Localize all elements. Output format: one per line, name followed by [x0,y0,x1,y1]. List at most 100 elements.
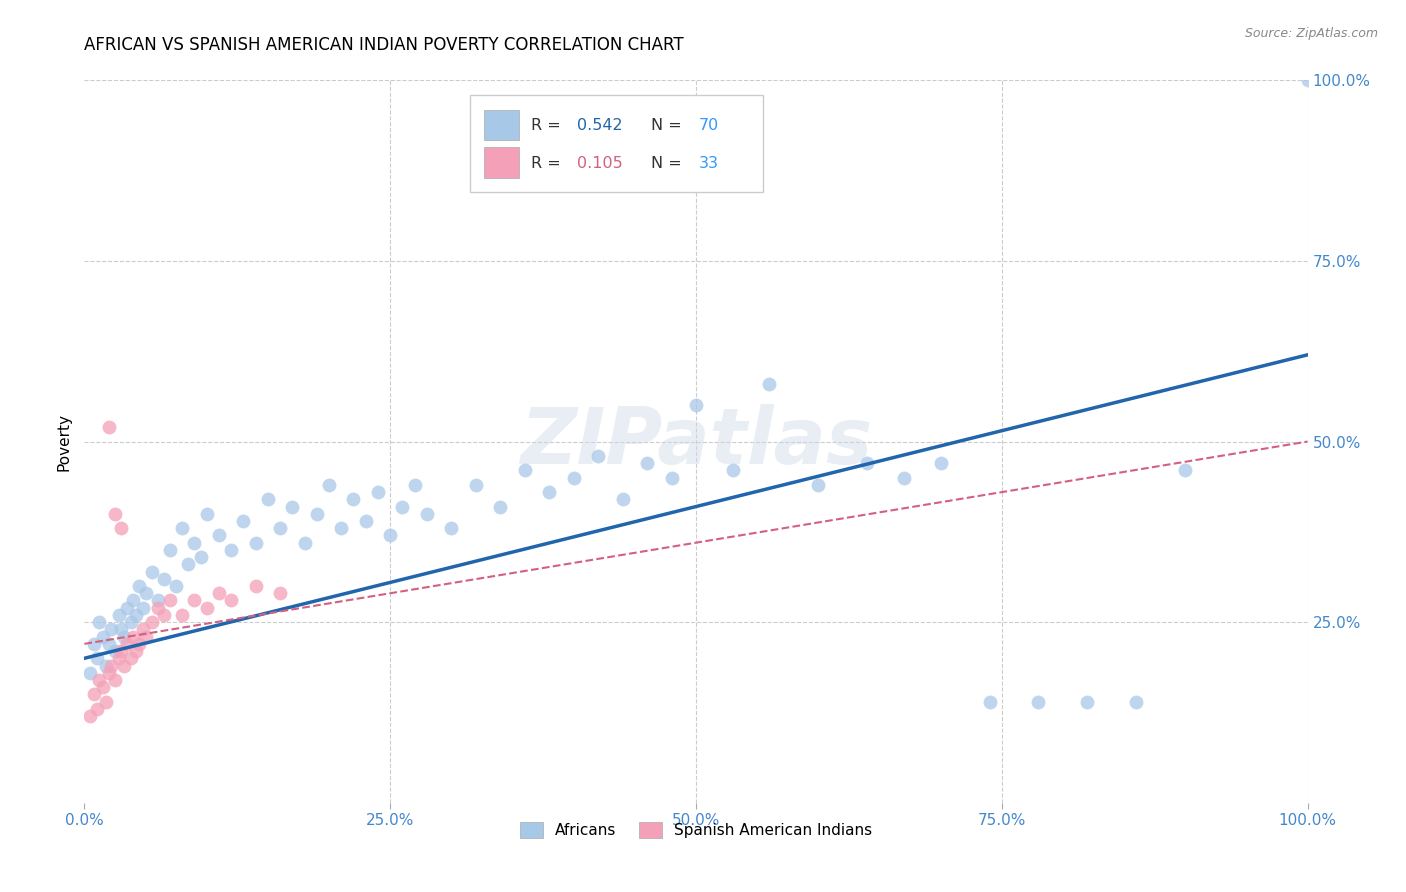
Point [807,478,830,492]
Point [489,500,512,514]
Point [146,600,169,615]
Point [79,709,101,723]
Point [141,565,163,579]
Point [538,485,561,500]
Point [107,651,129,665]
Point [159,593,181,607]
Point [177,558,200,572]
Point [893,470,915,484]
Point [195,507,218,521]
Point [120,651,142,665]
Point [132,600,155,615]
Point [269,586,291,600]
Point [721,463,744,477]
Text: 70: 70 [699,118,718,133]
Y-axis label: Poverty: Poverty [56,412,72,471]
Point [110,644,132,658]
Point [104,507,127,521]
Point [122,593,145,607]
Text: 0.542: 0.542 [578,118,623,133]
Text: Source: ZipAtlas.com: Source: ZipAtlas.com [1244,27,1378,40]
Point [153,607,176,622]
Point [135,586,157,600]
Point [342,492,364,507]
FancyBboxPatch shape [470,95,763,193]
Point [929,456,952,470]
Text: 33: 33 [699,156,718,171]
Point [96,695,118,709]
Point [97,637,120,651]
Point [128,579,150,593]
Point [172,521,194,535]
Point [165,579,187,593]
Point [125,607,148,622]
Point [153,572,176,586]
Point [416,507,439,521]
Point [104,644,127,658]
Point [330,521,353,535]
Point [87,615,110,630]
Point [115,637,138,651]
Bar [484,147,519,178]
Point [135,630,157,644]
Point [354,514,377,528]
Point [232,514,254,528]
Point [112,630,135,644]
Point [1296,73,1319,87]
Point [562,470,585,484]
Text: N =: N = [651,156,686,171]
Point [115,600,138,615]
Point [208,586,231,600]
Point [612,492,634,507]
Legend: Africans, Spanish American Indians: Africans, Spanish American Indians [512,814,880,846]
Point [464,478,486,492]
Point [440,521,463,535]
Point [245,579,267,593]
Point [132,623,155,637]
Point [104,673,127,687]
Point [83,637,105,651]
Point [586,449,609,463]
Point [97,665,120,680]
Point [269,521,291,535]
Point [146,593,169,607]
Point [91,680,114,694]
Point [87,673,110,687]
Point [110,521,132,535]
Point [195,600,218,615]
Point [112,658,135,673]
Point [208,528,231,542]
Point [380,528,402,542]
Point [1174,463,1197,477]
Point [183,593,205,607]
Point [86,651,108,665]
Point [404,478,426,492]
Point [294,535,316,549]
Point [110,623,132,637]
Point [758,376,780,391]
Point [122,630,145,644]
Point [125,644,148,658]
Point [257,492,280,507]
Point [318,478,340,492]
Point [120,615,142,630]
Point [1125,695,1147,709]
Point [100,658,122,673]
Point [367,485,389,500]
Point [86,702,108,716]
Point [159,542,181,557]
Text: R =: R = [531,118,565,133]
Point [100,623,122,637]
Text: ZIPatlas: ZIPatlas [520,403,872,480]
Point [245,535,267,549]
Point [219,593,242,607]
Point [190,550,212,565]
Text: 0.105: 0.105 [578,156,623,171]
Point [91,630,114,644]
Point [141,615,163,630]
Point [685,398,707,412]
Point [172,607,194,622]
Text: AFRICAN VS SPANISH AMERICAN INDIAN POVERTY CORRELATION CHART: AFRICAN VS SPANISH AMERICAN INDIAN POVER… [84,36,683,54]
Point [1028,695,1050,709]
Point [281,500,304,514]
